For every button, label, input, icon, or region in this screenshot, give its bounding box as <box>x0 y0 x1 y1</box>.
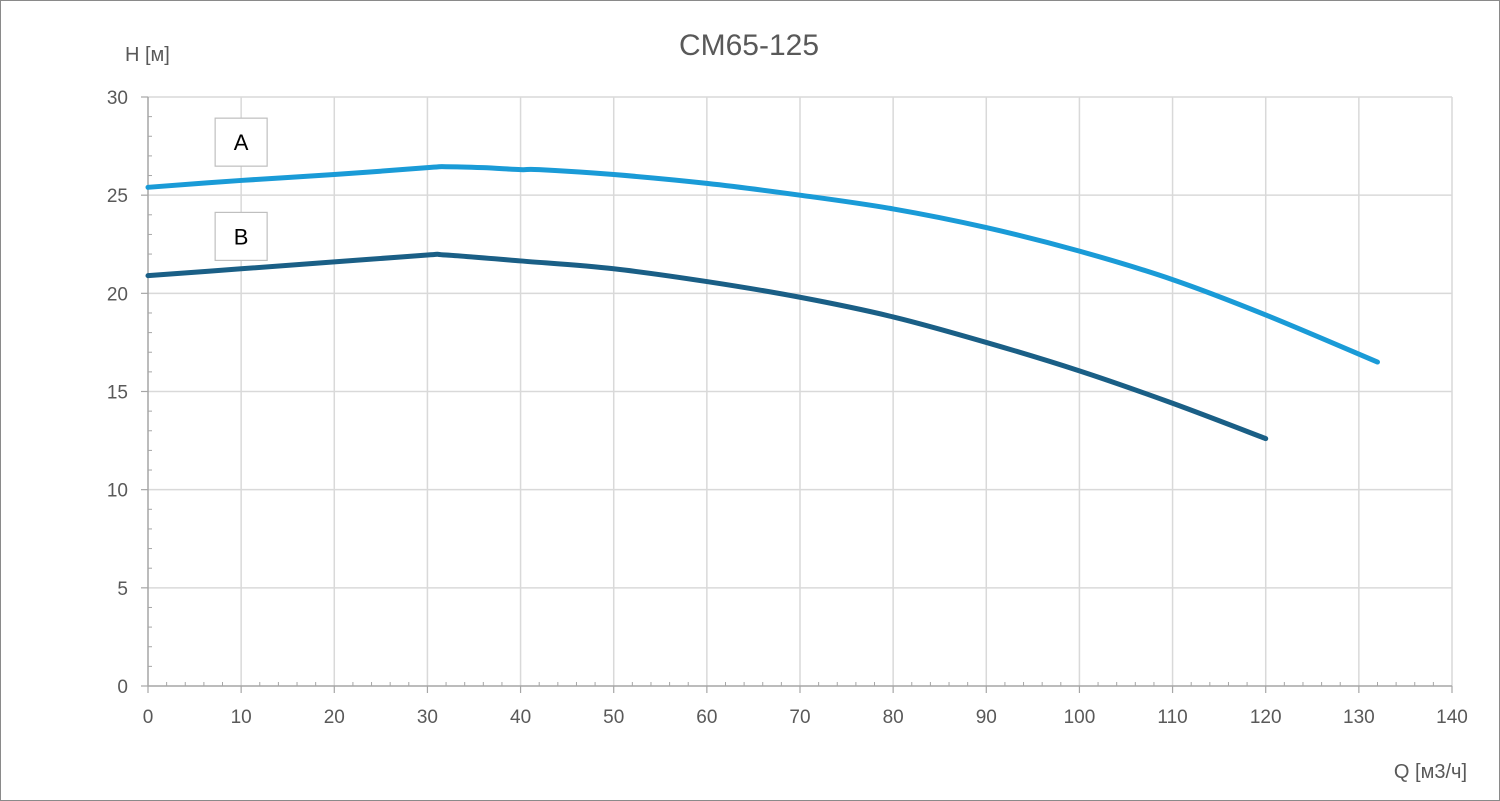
y-tick-label: 15 <box>107 383 128 404</box>
y-tick-label: 30 <box>107 88 128 109</box>
x-tick-label: 20 <box>324 707 345 728</box>
x-tick-label: 40 <box>510 707 531 728</box>
series-labels: AB <box>214 117 268 261</box>
minor-ticks <box>148 116 1434 686</box>
series-line-b <box>145 251 1269 442</box>
x-tick-label: 10 <box>231 707 252 728</box>
y-tick-label: 25 <box>107 186 128 207</box>
x-tick-label: 130 <box>1343 707 1375 728</box>
chart-title: CM65-125 <box>679 29 819 62</box>
series-label-box-b <box>214 211 268 261</box>
y-tick-label: 0 <box>117 677 128 698</box>
x-tick-label: 0 <box>143 707 154 728</box>
series-label-box-a <box>214 117 268 167</box>
x-tick-label: 30 <box>417 707 438 728</box>
x-tick-label: 70 <box>789 707 810 728</box>
series-line-a <box>145 164 1380 365</box>
x-tick-label: 140 <box>1436 707 1468 728</box>
x-tick-label: 60 <box>696 707 717 728</box>
grid-lines <box>148 96 1453 686</box>
y-axis-label: H [м] <box>125 44 170 66</box>
x-tick-label: 100 <box>1064 707 1096 728</box>
series-label-a: A <box>234 130 249 155</box>
y-tick-label: 5 <box>117 579 128 600</box>
axes <box>141 96 1453 693</box>
series-lines <box>145 164 1380 442</box>
y-tick-label: 10 <box>107 481 128 502</box>
x-tick-labels: 0 10 20 30 40 50 60 70 80 90 100 110 120 130 140 <box>143 707 1468 728</box>
x-tick-label: 90 <box>976 707 997 728</box>
y-tick-labels: 0 5 10 15 20 25 30 <box>107 88 128 698</box>
y-tick-label: 20 <box>107 284 128 305</box>
x-tick-label: 50 <box>603 707 624 728</box>
x-tick-label: 80 <box>883 707 904 728</box>
x-tick-label: 120 <box>1250 707 1282 728</box>
x-axis-label: Q [м3/ч] <box>1394 761 1467 783</box>
series-label-b: B <box>234 224 249 249</box>
x-tick-label: 110 <box>1157 707 1187 728</box>
